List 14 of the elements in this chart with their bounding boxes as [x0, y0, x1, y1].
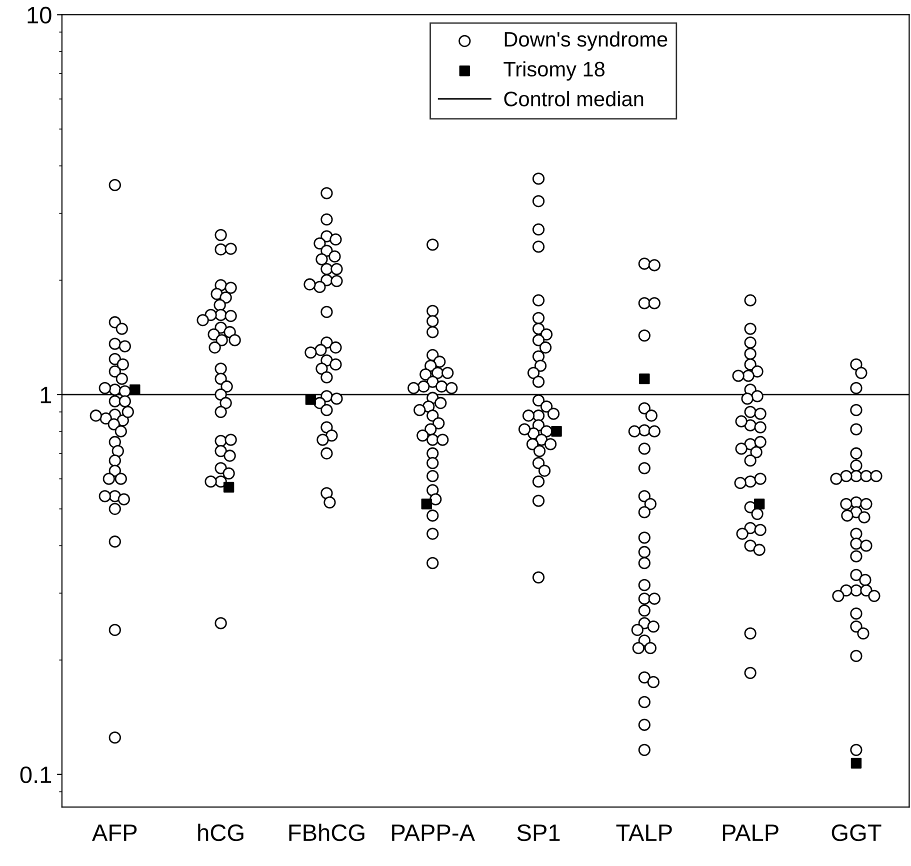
legend-label: Down's syndrome [504, 31, 668, 51]
x-tick-label: SP1 [517, 824, 560, 842]
x-tick-label: GGT [832, 824, 882, 842]
x-tick-label: TALP [616, 824, 672, 841]
y-tick-label: 1 [40, 386, 52, 404]
x-tick-label: AFP [92, 824, 137, 841]
x-tick-label: PAPP-A [392, 824, 475, 841]
x-tick-label: hCG [198, 824, 244, 842]
y-tick-label: 10 [28, 6, 52, 24]
y-tick-label: 0.1 [20, 766, 52, 784]
legend-label: Control median [504, 91, 644, 106]
x-tick-label: PALP [722, 824, 778, 841]
legend-label: Trisomy 18 [504, 61, 605, 81]
x-tick-label: FBhCG [289, 824, 364, 842]
